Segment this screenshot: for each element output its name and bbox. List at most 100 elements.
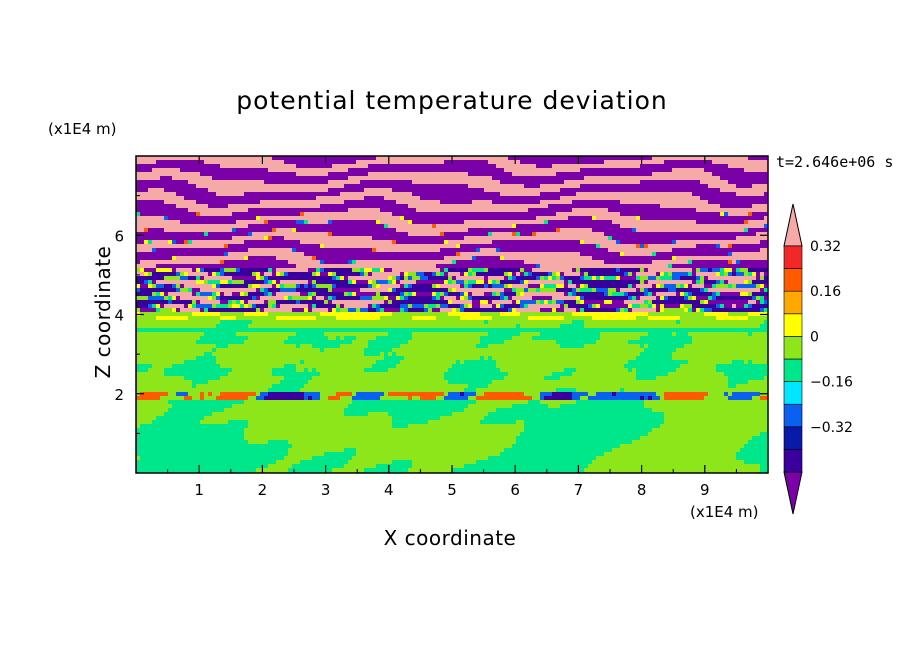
contour-cell — [628, 360, 688, 365]
contour-cell — [196, 356, 216, 361]
contour-cell — [504, 168, 580, 173]
contour-cell — [348, 460, 392, 465]
contour-cell — [660, 308, 664, 313]
contour-cell — [328, 188, 364, 193]
contour-cell — [608, 288, 616, 293]
y-tick-label: 4 — [114, 307, 124, 325]
contour-cell — [556, 212, 620, 217]
contour-cell — [756, 300, 760, 305]
contour-cell — [232, 276, 256, 281]
contour-cell — [136, 304, 148, 309]
contour-cell — [348, 292, 352, 297]
contour-cell — [316, 272, 320, 277]
contour-cell — [312, 304, 316, 309]
contour-cell — [512, 404, 548, 409]
contour-cell — [172, 176, 212, 181]
contour-cell — [232, 212, 300, 217]
contour-cell — [344, 408, 464, 413]
contour-cell — [728, 212, 748, 217]
contour-cell — [476, 280, 484, 285]
contour-cell — [644, 396, 648, 401]
contour-cell — [700, 276, 704, 281]
contour-cell — [532, 268, 572, 273]
contour-cell — [664, 396, 704, 401]
contour-cell — [200, 308, 204, 313]
contour-cell — [656, 252, 728, 257]
contour-cell — [280, 380, 308, 385]
contour-cell — [216, 292, 220, 297]
contour-cell — [692, 296, 696, 301]
contour-cell — [496, 360, 628, 365]
contour-cell — [380, 208, 416, 213]
contour-cell — [152, 304, 156, 309]
contour-cell — [288, 468, 332, 473]
contour-cell — [448, 280, 452, 285]
contour-cell — [136, 276, 164, 281]
contour-cell — [284, 236, 372, 241]
contour-cell — [512, 224, 516, 229]
contour-cell — [304, 360, 376, 365]
contour-cell — [272, 304, 276, 309]
contour-cell — [640, 304, 648, 309]
contour-cell — [764, 320, 768, 325]
contour-cell — [264, 308, 292, 313]
contour-cell — [224, 244, 228, 249]
contour-cell — [164, 228, 232, 233]
contour-cell — [504, 304, 520, 309]
contour-cell — [248, 420, 392, 425]
contour-cell — [480, 336, 512, 341]
contour-cell — [356, 336, 376, 341]
contour-cell — [368, 172, 468, 177]
contour-cell — [708, 392, 724, 397]
contour-cell — [268, 268, 272, 273]
contour-cell — [764, 272, 768, 277]
contour-cell — [240, 268, 268, 273]
contour-cell — [356, 452, 500, 457]
contour-cell — [656, 272, 660, 277]
contour-cell — [340, 396, 352, 401]
contour-cell — [556, 288, 572, 293]
contour-cell — [360, 268, 364, 273]
contour-cell — [720, 272, 724, 277]
contour-cell — [680, 320, 764, 325]
contour-cell — [136, 416, 156, 421]
contour-cell — [736, 272, 744, 277]
contour-cell — [396, 240, 444, 245]
contour-cell — [468, 272, 472, 277]
contour-cell — [412, 180, 500, 185]
contour-cell — [200, 300, 220, 305]
contour-cell — [324, 300, 328, 305]
contour-cell — [276, 256, 312, 261]
contour-cell — [296, 284, 300, 289]
contour-cell — [244, 428, 524, 433]
contour-cell — [332, 296, 336, 301]
contour-cell — [264, 276, 268, 281]
contour-cell — [376, 336, 412, 341]
contour-cell — [376, 308, 380, 313]
contour-cell — [248, 292, 264, 297]
contour-cell — [136, 164, 220, 169]
contour-cell — [764, 296, 768, 301]
contour-cell — [344, 448, 356, 453]
contour-cell — [460, 316, 492, 321]
contour-cell — [544, 376, 560, 381]
contour-cell — [296, 164, 332, 169]
contour-cell — [168, 400, 244, 405]
contour-cell — [712, 172, 768, 177]
contour-cell — [460, 308, 464, 313]
contour-cell — [404, 216, 536, 221]
contour-cell — [232, 300, 236, 305]
contour-cell — [664, 416, 768, 421]
contour-cell — [156, 264, 296, 269]
contour-cell — [408, 308, 424, 313]
contour-cell — [260, 276, 264, 281]
contour-cell — [188, 276, 196, 281]
contour-cell — [380, 284, 400, 289]
contour-cell — [380, 316, 412, 321]
contour-cell — [504, 256, 592, 261]
contour-cell — [664, 272, 668, 277]
contour-cell — [404, 308, 408, 313]
contour-cell — [368, 272, 372, 277]
contour-cell — [504, 448, 612, 453]
contour-cell — [208, 380, 280, 385]
